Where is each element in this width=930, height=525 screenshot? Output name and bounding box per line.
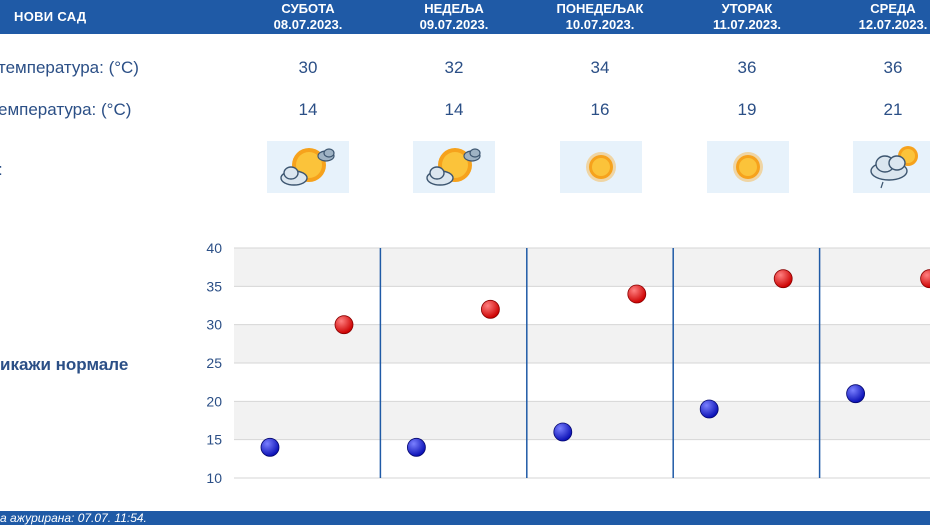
- grid-band: [234, 439, 930, 478]
- day-name: СУБОТА: [281, 1, 335, 16]
- max-temp-day-4: 36: [737, 58, 757, 77]
- sun-icon: [707, 141, 789, 193]
- max-temp-day-3: 34: [590, 58, 610, 77]
- min-temp-label: емпература: (°C): [0, 100, 132, 119]
- max-temp-point: [480, 299, 500, 319]
- max-temp-day-1: 30: [298, 58, 318, 77]
- day-date: 11.07.2023.: [713, 17, 781, 32]
- y-tick-label: 15: [206, 432, 222, 448]
- updated-text: а ажурирана: 07.07. 11:54.: [0, 511, 147, 525]
- min-temp-day-4: 19: [737, 100, 757, 119]
- min-temp-point: [553, 422, 573, 442]
- day-header-4: УТОРАК 11.07.2023.: [687, 1, 807, 33]
- weather-label: :: [0, 160, 3, 180]
- min-temp-point: [260, 437, 280, 457]
- partly-sunny-icon: [413, 141, 495, 193]
- day-date: 12.07.2023.: [858, 17, 928, 32]
- partly-sunny-icon: [267, 141, 349, 193]
- day-header-2: НЕДЕЉА 09.07.2023.: [394, 1, 514, 33]
- max-temp-day-2: 32: [444, 58, 464, 77]
- y-tick-label: 20: [206, 393, 222, 409]
- day-name: УТОРАК: [721, 1, 773, 16]
- day-name: ПОНЕДЕЉАК: [556, 1, 644, 16]
- y-tick-label: 10: [206, 470, 222, 486]
- max-temp-point: [627, 284, 647, 304]
- sun-icon: [560, 141, 642, 193]
- y-tick-label: 30: [206, 317, 222, 333]
- city-name: НОВИ САД: [14, 9, 87, 24]
- max-temp-label: температура: (°C): [0, 58, 139, 77]
- max-temp-point: [773, 269, 793, 289]
- header-bar: НОВИ САД СУБОТА 08.07.2023. НЕДЕЉА 09.07…: [0, 0, 930, 34]
- y-tick-label: 35: [206, 278, 222, 294]
- y-tick-label: 40: [206, 240, 222, 256]
- min-temp-day-5: 21: [883, 100, 903, 119]
- min-temp-point: [406, 437, 426, 457]
- max-temp-day-5: 36: [883, 58, 903, 77]
- day-header-3: ПОНЕДЕЉАК 10.07.2023.: [540, 1, 660, 33]
- show-normals-link[interactable]: икажи нормале: [0, 355, 129, 374]
- temperature-chart: 40 35 30 25 20 15 10: [206, 240, 930, 486]
- min-temp-point: [846, 384, 865, 404]
- y-tick-label: 25: [206, 355, 222, 371]
- min-temp-day-3: 16: [590, 100, 610, 119]
- grid-band: [234, 248, 930, 287]
- max-temp-point: [334, 315, 354, 335]
- min-temp-day-2: 14: [444, 100, 464, 119]
- grid-band: [234, 401, 930, 440]
- day-date: 09.07.2023.: [419, 17, 489, 32]
- grid-band: [234, 363, 930, 402]
- day-date: 10.07.2023.: [565, 17, 635, 32]
- footer-bar: а ажурирана: 07.07. 11:54.: [0, 511, 930, 525]
- day-name: СРЕДА: [870, 1, 916, 16]
- min-temp-point: [699, 399, 719, 419]
- cloud-rain-sun-icon: [853, 141, 930, 193]
- day-name: НЕДЕЉА: [424, 1, 484, 16]
- min-temp-day-1: 14: [298, 100, 318, 119]
- day-date: 08.07.2023.: [273, 17, 343, 32]
- day-header-1: СУБОТА 08.07.2023.: [248, 1, 368, 33]
- day-header-5: СРЕДА 12.07.2023.: [833, 1, 930, 33]
